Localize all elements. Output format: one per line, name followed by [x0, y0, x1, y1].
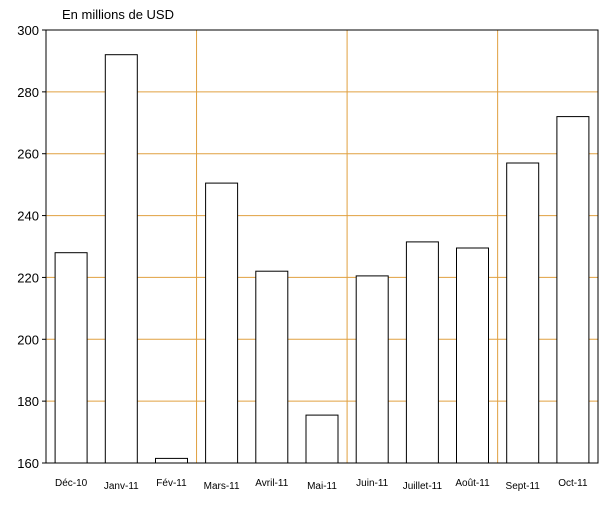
x-tick-label: Fév-11 [156, 478, 187, 489]
x-tick-label: Déc-10 [55, 478, 88, 489]
x-tick-label: Juin-11 [356, 478, 388, 489]
x-tick-label: Avril-11 [255, 478, 288, 489]
y-tick-label: 280 [17, 85, 39, 100]
x-tick-label: Juillet-11 [403, 481, 443, 492]
x-tick-label: Janv-11 [104, 481, 139, 492]
bars [54, 54, 590, 464]
bar [155, 457, 188, 464]
x-tick-label: Août-11 [455, 478, 490, 489]
y-axis-ticks: 160 180 200 220 240 260 280 300 [17, 23, 46, 471]
y-tick-label: 200 [17, 332, 39, 347]
bar [456, 247, 489, 464]
x-tick-label: Oct-11 [558, 478, 588, 489]
x-tick-label: Sept-11 [506, 481, 541, 492]
bar [405, 241, 439, 464]
y-tick-label: 240 [17, 209, 39, 224]
y-tick-label: 160 [17, 456, 39, 471]
x-tick-label: Mars-11 [204, 481, 240, 492]
y-tick-label: 260 [17, 147, 39, 162]
bar [556, 116, 590, 464]
bar [255, 270, 289, 464]
y-tick-label: 180 [17, 394, 39, 409]
y-tick-label: 300 [17, 23, 39, 38]
bar [104, 54, 138, 464]
bar [205, 182, 239, 464]
plot-frame [45, 29, 599, 464]
bar [506, 162, 540, 464]
grid-lines [46, 30, 598, 463]
bar [355, 275, 389, 464]
y-unit-label: En millions de USD [62, 7, 174, 22]
bar [54, 252, 88, 464]
x-axis-ticks: Déc-10 Janv-11 Fév-11 Mars-11 Avril-11 Mai-11… [55, 478, 588, 492]
x-tick-label: Mai-11 [307, 481, 337, 492]
bar [305, 414, 339, 464]
y-tick-label: 220 [17, 270, 39, 285]
